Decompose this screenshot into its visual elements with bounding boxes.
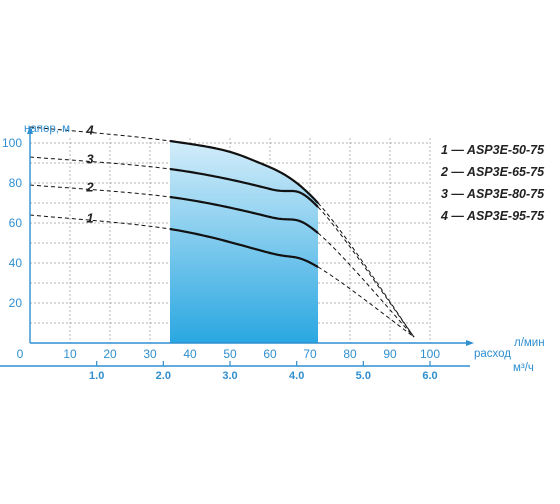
- x-tick-label: 100: [420, 347, 440, 361]
- legend: 1 — ASP3E-50-75 2 — ASP3E-65-75 3 — ASP3E-…: [440, 143, 545, 223]
- y-axis-label: напор, м: [24, 123, 70, 135]
- curve-4-working: [169, 139, 319, 204]
- x-m3h-tick-label: 6.0: [422, 370, 437, 382]
- x-tick-label: 0: [17, 347, 24, 361]
- working-range-area: [170, 141, 318, 343]
- curve-number-4: 4: [85, 122, 94, 137]
- y-axis-arrow: [27, 126, 33, 134]
- x-tick-label: 90: [383, 347, 397, 361]
- x-tick-label: 50: [223, 347, 237, 361]
- x-tick-label: 40: [183, 347, 197, 361]
- y-tick-label: 40: [9, 256, 23, 270]
- axes: [0, 126, 474, 367]
- legend-entry-4: 4 — ASP3E-95-75: [440, 209, 545, 223]
- legend-entry-1: 1 — ASP3E-50-75: [441, 143, 545, 157]
- x-m3h-tick-label: 5.0: [356, 370, 371, 382]
- curve-number-3: 3: [86, 151, 94, 166]
- curve-1-dashed-left: [29, 214, 171, 230]
- curve-1-working: [169, 227, 319, 268]
- x-m3h-tick-label: 2.0: [156, 370, 171, 382]
- legend-entry-3: 3 — ASP3E-80-75: [441, 187, 545, 201]
- x-m3h-tick-label: 3.0: [222, 370, 237, 382]
- x-m3h-tick-label: 1.0: [89, 370, 104, 382]
- curve-2-working: [169, 195, 319, 234]
- curve-3-dashed-right: [317, 206, 415, 338]
- curve-3-dashed-left: [29, 156, 171, 170]
- curve-3-working: [169, 167, 319, 208]
- curve-number-2: 2: [85, 179, 94, 194]
- curve-2-dashed-right: [317, 232, 415, 338]
- y-tick-label: 100: [2, 136, 22, 150]
- x-m3h-tick-label: 4.0: [289, 370, 304, 382]
- x-unit-bottom: м³/ч: [513, 362, 534, 374]
- y-tick-label: 20: [9, 296, 23, 310]
- x-tick-label: 60: [263, 347, 277, 361]
- x-unit-top: л/мин: [514, 337, 545, 349]
- x-tick-label: 70: [303, 347, 317, 361]
- x-tick-label: 10: [63, 347, 77, 361]
- x-axis-label: расход: [474, 348, 511, 360]
- y-tick-label: 60: [9, 216, 23, 230]
- curve-1-dashed-right: [317, 266, 415, 338]
- legend-entry-2: 2 — ASP3E-65-75: [440, 165, 545, 179]
- tick-labels: 0 10 20 30 40 50 60 70 80 90 100 20 40 60 80 100 1.0 2.0 3…: [2, 136, 440, 382]
- curve-2-dashed-left: [29, 184, 171, 198]
- curve-4-dashed-left: [29, 126, 171, 142]
- x-axis-arrow: [466, 340, 474, 346]
- curve-number-1: 1: [86, 210, 93, 225]
- x-tick-label: 30: [143, 347, 157, 361]
- y-tick-label: 80: [9, 176, 23, 190]
- x-tick-label: 20: [103, 347, 117, 361]
- curves: 1 2 3 4: [29, 122, 415, 338]
- curve-4-dashed-right: [317, 202, 415, 338]
- x-tick-label: 80: [343, 347, 357, 361]
